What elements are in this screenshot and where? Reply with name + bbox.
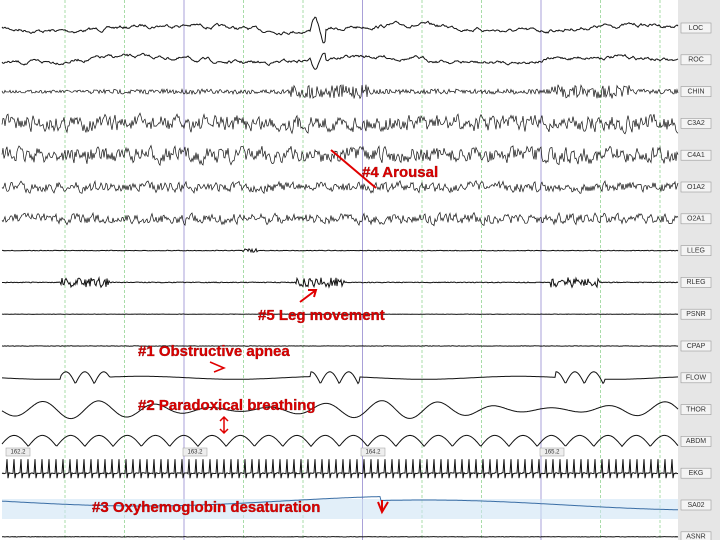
time-marker: 165.2 xyxy=(544,450,560,456)
time-marker: 163.2 xyxy=(187,450,203,456)
annotation: #1 Obstructive apnea xyxy=(138,343,290,360)
channel-label: CHIN xyxy=(687,88,704,95)
label-box xyxy=(680,277,712,288)
label-box xyxy=(680,404,712,415)
label-box xyxy=(680,22,712,34)
channel-label: ROC xyxy=(688,57,704,64)
arrow xyxy=(299,289,318,303)
channel-labels: LOC ROC CHIN C3A2 C4A1 O1A2 O2A1 LLEG RLEG PSNR CP… xyxy=(680,22,712,540)
channel-label: THOR xyxy=(686,406,706,413)
label-box xyxy=(680,372,712,384)
channel-label: C3A2 xyxy=(687,120,705,127)
channel-label: RLEG xyxy=(686,279,705,286)
annotation: #2 Paradoxical breathing xyxy=(138,397,316,414)
arrow xyxy=(209,361,226,373)
label-box xyxy=(680,54,712,66)
time-marker: 162.2 xyxy=(10,450,26,456)
time-marker: 164.2 xyxy=(365,450,381,456)
annotations: #4 Arousal #5 Leg movement #1 Obstructiv… xyxy=(92,149,438,516)
waveform xyxy=(1,52,679,70)
label-box xyxy=(680,118,712,129)
waveform xyxy=(1,144,679,167)
label-box xyxy=(680,149,712,161)
label-box xyxy=(680,213,712,225)
annotation: #3 Oxyhemoglobin desaturation xyxy=(92,499,320,516)
time-box xyxy=(182,447,208,457)
waveform xyxy=(2,276,679,289)
waveform xyxy=(1,112,679,135)
time-box xyxy=(360,447,386,457)
channel-label: ASNR xyxy=(686,534,705,540)
waveforms xyxy=(1,16,679,538)
channel-label: LLEG xyxy=(687,247,705,254)
channel-label: EKG xyxy=(689,470,704,477)
arrow xyxy=(377,500,389,515)
waveform xyxy=(2,371,679,385)
waveform xyxy=(2,247,679,254)
channel-label: PSNR xyxy=(686,311,705,318)
time-box xyxy=(5,447,31,457)
channel-label: C4A1 xyxy=(687,152,705,159)
waveform xyxy=(1,496,678,511)
channel-label: O1A2 xyxy=(687,184,705,191)
waveform xyxy=(1,84,679,100)
label-box xyxy=(680,245,712,256)
label-box xyxy=(680,181,712,193)
waveform xyxy=(1,179,679,195)
channel-label: LOC xyxy=(689,25,703,32)
label-box xyxy=(680,340,712,352)
waveform xyxy=(1,211,679,227)
label-box xyxy=(680,436,712,447)
arrow xyxy=(330,149,377,189)
waveform xyxy=(1,434,679,448)
label-box xyxy=(680,531,712,540)
waveform xyxy=(1,16,679,44)
time-markers: 162.2 163.2 164.2 165.2 xyxy=(5,447,565,457)
waveform xyxy=(1,459,679,479)
sat-fill xyxy=(2,499,678,519)
label-box xyxy=(680,308,712,320)
annotation: #4 Arousal xyxy=(362,164,438,181)
label-box xyxy=(680,86,712,97)
label-panel xyxy=(678,0,720,540)
channel-label: CPAP xyxy=(687,343,706,350)
channel-label: ABDM xyxy=(686,438,706,445)
waveform xyxy=(1,400,679,420)
channel-label: SA02 xyxy=(687,502,704,509)
annotation: #5 Leg movement xyxy=(258,307,385,324)
time-box xyxy=(539,447,565,457)
arrow xyxy=(219,415,229,435)
channel-label: O2A1 xyxy=(687,216,705,223)
label-box xyxy=(680,499,712,511)
label-box xyxy=(680,467,712,479)
channel-label: FLOW xyxy=(686,375,707,382)
